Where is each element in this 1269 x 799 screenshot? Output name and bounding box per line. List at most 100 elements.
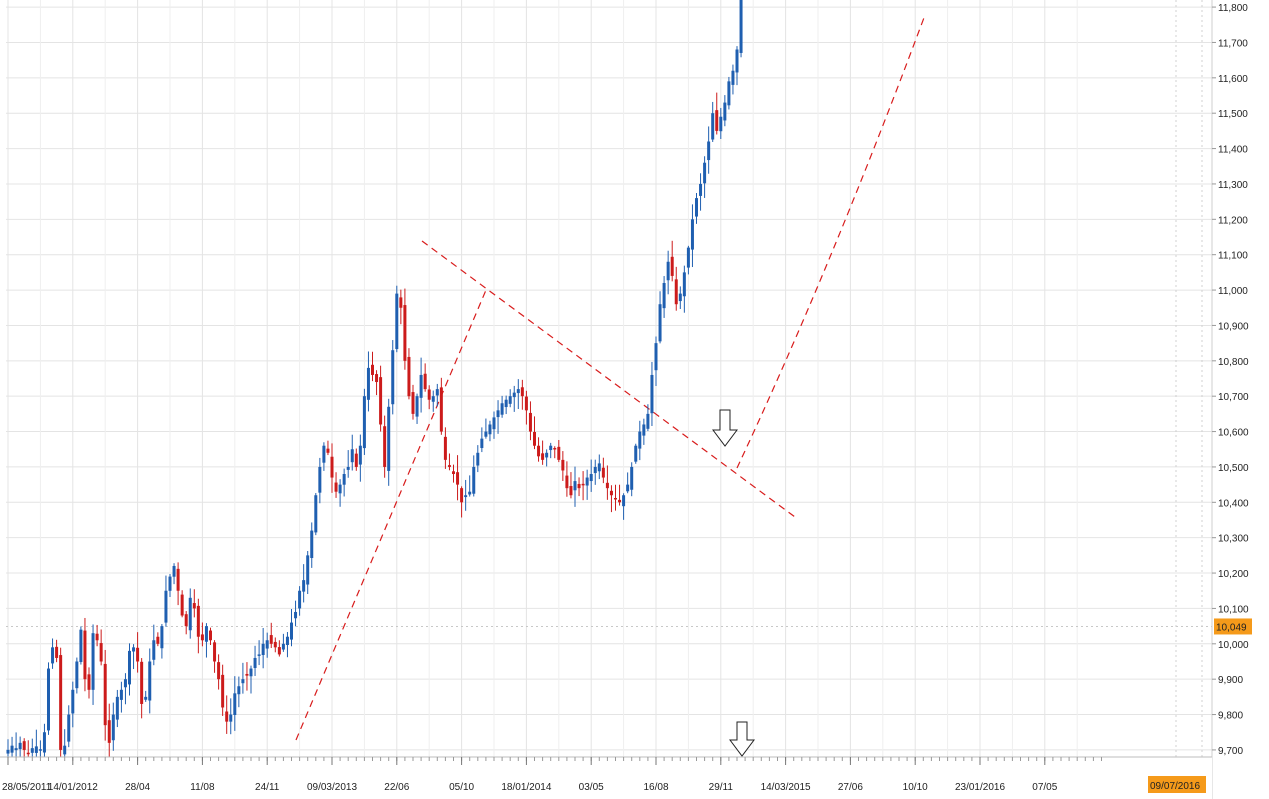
current-price-badge — [1214, 618, 1252, 635]
candle-up — [699, 183, 703, 196]
y-tick-label: 10,300 — [1218, 534, 1249, 545]
candle-down — [674, 279, 678, 305]
y-tick-label: 11,300 — [1218, 180, 1248, 191]
candle-up — [488, 424, 492, 435]
y-tick-label: 11,500 — [1218, 109, 1248, 120]
candle-up — [249, 668, 253, 677]
candle-up — [265, 640, 269, 649]
candle-up — [508, 396, 512, 404]
candle-up — [395, 293, 399, 350]
candle-up — [472, 466, 476, 494]
candle-up — [362, 396, 366, 449]
candle-up — [285, 636, 289, 645]
trend-lines — [295, 14, 926, 741]
candle-down — [371, 364, 374, 375]
y-tick-label: 10,000 — [1218, 640, 1249, 651]
candle-down — [107, 720, 111, 743]
candle-down — [136, 647, 140, 662]
candle-down — [95, 633, 99, 641]
x-tick-label: 28/05/2011 — [2, 782, 52, 793]
candle-up — [294, 611, 298, 619]
candle-up — [160, 626, 164, 649]
grid-lines — [6, 0, 1212, 757]
candle-down — [180, 594, 184, 616]
candle-down — [192, 603, 196, 609]
candle-up — [318, 466, 322, 493]
candle-down — [452, 471, 455, 475]
candle-down — [330, 456, 334, 478]
candle-down — [557, 446, 561, 460]
trendline-falling — [421, 240, 796, 518]
candle-up — [630, 466, 634, 490]
x-tick-label: 07/05 — [1032, 782, 1057, 793]
candle-down — [427, 389, 431, 400]
y-tick-label: 9,800 — [1218, 711, 1243, 722]
candle-down — [156, 636, 160, 644]
candle-up — [666, 261, 670, 281]
candle-up — [322, 445, 326, 463]
candle-up — [464, 495, 468, 498]
candle-up — [512, 392, 516, 398]
candle-down — [383, 426, 387, 467]
candle-up — [63, 745, 67, 755]
candle-up — [204, 626, 208, 642]
candle-up — [658, 304, 662, 342]
candle-down — [577, 483, 581, 489]
candle-up — [253, 657, 257, 668]
candle-up — [47, 668, 50, 731]
candle-up — [148, 661, 152, 701]
candle-down — [581, 483, 585, 486]
candle-up — [695, 198, 698, 217]
candle-down — [354, 453, 358, 467]
x-tick-label: 18/01/2014 — [501, 782, 551, 793]
candle-down — [528, 412, 532, 432]
candle-up — [123, 679, 127, 688]
x-tick-label: 27/06 — [838, 782, 863, 793]
candle-up — [188, 597, 192, 631]
candle-down — [614, 497, 617, 500]
candle-up — [338, 484, 342, 494]
candle-up — [10, 745, 14, 753]
candle-down — [221, 674, 225, 708]
candle-up — [310, 530, 314, 559]
candle-down — [443, 436, 447, 460]
candle-down — [326, 448, 330, 453]
down-arrow-icon — [729, 721, 755, 757]
candle-up — [662, 282, 666, 309]
candle-series — [6, 0, 743, 771]
candle-down — [565, 475, 569, 489]
candle-down — [103, 663, 107, 726]
candle-up — [38, 749, 42, 751]
candle-down — [601, 467, 605, 478]
candle-up — [516, 389, 520, 394]
candle-up — [686, 247, 690, 268]
x-tick-label: 16/08 — [643, 782, 668, 793]
candle-up — [646, 413, 650, 429]
candle-down — [715, 110, 719, 131]
candle-down — [379, 377, 383, 425]
arrow-markers — [712, 409, 755, 757]
candle-up — [164, 590, 168, 623]
candle-up — [682, 272, 686, 297]
candle-up — [642, 424, 646, 436]
candle-down — [99, 643, 103, 662]
candle-up — [496, 410, 500, 418]
candle-up — [67, 714, 71, 742]
candle-up — [302, 580, 306, 592]
candle-up — [128, 650, 131, 685]
candle-up — [626, 484, 630, 492]
candle-down — [59, 655, 63, 750]
candle-down — [273, 641, 277, 648]
y-tick-label: 11,600 — [1218, 74, 1248, 85]
candle-up — [34, 746, 38, 753]
current-date-label: 09/07/2016 — [1150, 781, 1200, 792]
candle-down — [213, 642, 217, 662]
y-tick-label: 11,400 — [1218, 145, 1248, 156]
candle-down — [269, 635, 273, 644]
candle-up — [91, 633, 95, 690]
candle-down — [423, 373, 427, 390]
x-tick-label: 28/04 — [125, 782, 150, 793]
candle-up — [306, 555, 310, 585]
candle-down — [447, 465, 451, 467]
